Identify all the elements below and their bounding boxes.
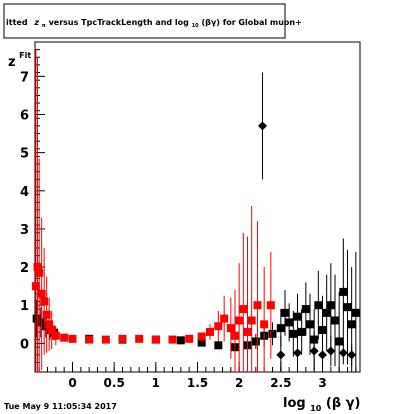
title-prefix: itted <box>6 18 28 27</box>
x-axis-label-main: log <box>283 396 306 411</box>
y-tick-label: 2 <box>20 261 29 276</box>
title-box: itted z π versus TpcTrackLength and log … <box>3 3 302 39</box>
data-point-black <box>281 308 289 317</box>
data-point-red <box>118 334 127 343</box>
data-point-black <box>343 303 352 312</box>
data-point-black <box>289 329 298 338</box>
data-point-red <box>185 334 194 343</box>
data-point-diamond <box>276 350 286 360</box>
title-log-sub: 10 <box>192 23 199 29</box>
title-after: (βγ) for Global muon+ <box>201 18 301 27</box>
data-point-red <box>247 316 256 325</box>
y-tick-label: 0 <box>20 337 29 352</box>
x-tick-label: 0 <box>68 376 76 390</box>
data-point-red <box>68 334 77 343</box>
data-point-black <box>351 308 360 317</box>
title-z: z <box>33 18 39 27</box>
data-point-red <box>231 331 239 340</box>
data-point-red <box>253 301 262 310</box>
data-marks <box>31 49 360 372</box>
data-point-black <box>339 287 348 296</box>
y-tick-label: 6 <box>20 108 29 123</box>
data-point-black <box>347 320 356 329</box>
data-point-black <box>297 327 306 336</box>
data-point-black <box>314 301 323 310</box>
x-tick-label: 2 <box>235 376 243 390</box>
data-point-red <box>42 310 51 319</box>
data-point-black <box>197 338 206 347</box>
data-point-black <box>268 329 277 338</box>
data-point-red <box>168 335 177 344</box>
y-axis-label: z Fit <box>8 51 31 70</box>
data-point-diamond <box>347 350 357 360</box>
data-point-black <box>306 320 314 329</box>
data-point-red <box>235 316 244 325</box>
data-point-diamond <box>293 348 302 358</box>
y-tick-label: 5 <box>20 147 29 162</box>
data-point-red <box>220 314 229 323</box>
data-point-black <box>276 324 285 333</box>
data-point-red <box>197 332 206 341</box>
data-point-red <box>60 333 69 342</box>
data-point-black <box>176 336 185 345</box>
data-point-red <box>101 335 110 344</box>
data-point-black <box>214 341 223 350</box>
x-tick-label: 1.5 <box>187 376 208 390</box>
data-point-red <box>260 320 269 329</box>
x-tick-label: 2.5 <box>270 376 291 390</box>
y-axis-label-main: z <box>8 55 16 70</box>
svg-text:itted z π: itted z π versus TpcTrackLength and log … <box>6 18 302 29</box>
y-tick-label: 7 <box>20 70 29 85</box>
data-point-red <box>40 297 49 306</box>
data-point-red <box>226 324 235 333</box>
data-point-black <box>293 312 302 321</box>
data-point-diamond <box>309 346 319 356</box>
data-point-red <box>85 335 94 344</box>
data-point-black <box>335 337 344 346</box>
y-tick-label: 1 <box>20 299 29 314</box>
x-axis-label-sub: 10 <box>310 404 322 413</box>
data-point-black <box>32 314 41 323</box>
data-point-red <box>35 268 44 277</box>
x-tick-label: 0.5 <box>104 376 125 390</box>
x-axis-label: log 10 (β γ) <box>283 396 360 414</box>
data-point-red <box>33 263 42 272</box>
data-point-black <box>301 305 310 314</box>
data-point-diamond <box>318 350 327 360</box>
data-point-red <box>151 335 160 344</box>
y-tick-label: 3 <box>20 223 29 238</box>
title-mid: versus TpcTrackLength and log <box>49 18 190 27</box>
data-point-red <box>135 334 144 343</box>
data-point-diamond <box>326 346 336 356</box>
data-point-red <box>206 327 214 336</box>
data-point-black <box>331 316 339 325</box>
y-tick-label: 4 <box>20 185 29 200</box>
data-point-red <box>47 326 56 335</box>
x-tick-label: 3 <box>318 376 326 390</box>
data-point-red <box>37 289 46 298</box>
data-point-red <box>31 282 40 291</box>
data-point-red <box>243 327 252 336</box>
data-point-black <box>326 301 335 310</box>
data-point-black <box>322 308 331 317</box>
x-tick-label: 1 <box>152 376 160 390</box>
data-point-black <box>318 326 327 335</box>
timestamp: Tue May 9 11:05:34 2017 <box>4 402 117 411</box>
data-point-black <box>36 318 45 327</box>
data-point-red <box>214 322 223 331</box>
data-point-red <box>266 301 275 310</box>
data-point-red <box>51 331 60 340</box>
x-axis-label-rest: (β γ) <box>326 396 361 411</box>
data-point-diamond <box>258 121 267 131</box>
data-point-diamond <box>338 348 348 358</box>
y-axis-label-sub: Fit <box>19 51 31 60</box>
data-point-red <box>45 320 54 329</box>
title-z-sub: π <box>42 23 46 29</box>
data-point-black <box>285 318 294 327</box>
data-point-black <box>251 337 260 346</box>
data-point-red <box>239 305 248 314</box>
